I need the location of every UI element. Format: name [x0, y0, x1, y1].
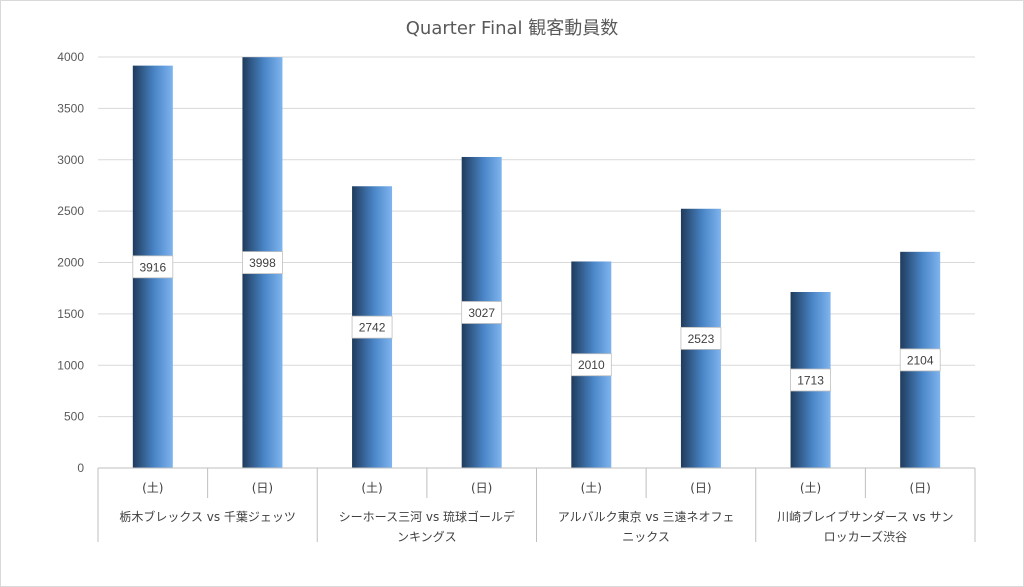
y-tick-label: 2000: [57, 256, 84, 270]
data-label-box: [570, 353, 612, 377]
x-group-label: 栃木ブレックス vs 千葉ジェッツ: [119, 509, 296, 524]
x-day-label: (土): [581, 481, 602, 495]
data-label: 3998: [249, 256, 276, 270]
y-tick-label: 500: [64, 410, 84, 424]
data-label-box: [351, 315, 393, 339]
data-label: 1713: [797, 373, 824, 387]
y-tick-label: 1000: [57, 358, 84, 372]
data-label: 2104: [907, 353, 934, 367]
x-day-label: (土): [361, 481, 382, 495]
x-day-label: (土): [142, 481, 163, 495]
x-group-label: ニックス: [622, 530, 670, 544]
data-label: 2742: [359, 321, 386, 335]
data-label: 2010: [578, 358, 605, 372]
data-label: 3916: [139, 260, 166, 274]
axis-layer: [97, 467, 976, 542]
x-group-label: アルバルク東京 vs 三遠ネオフェ: [558, 510, 735, 524]
label-layer: 0 500 1000 1500 2000 2500 3000 3500 4000 3916 (土) 3…: [57, 50, 953, 544]
data-label-box: [680, 326, 722, 350]
x-group-label: ンキングス: [397, 530, 457, 544]
data-label-box: [899, 348, 941, 372]
data-label-box: [132, 255, 174, 279]
x-day-label: (土): [800, 481, 821, 495]
chart-title: Quarter Final 観客動員数: [405, 18, 619, 39]
data-label-box: [790, 368, 831, 392]
x-group-label: シーホース三河 vs 琉球ゴールデ: [339, 509, 515, 524]
x-day-label: (日): [252, 481, 273, 495]
y-tick-label: 0: [77, 461, 84, 475]
y-tick-label: 3000: [57, 153, 84, 167]
data-label: 3027: [468, 306, 495, 320]
y-tick-label: 1500: [57, 307, 84, 321]
data-label-box: [461, 301, 503, 324]
grid-layer: [98, 56, 975, 469]
x-day-label: (日): [910, 481, 931, 495]
data-label: 2523: [688, 332, 715, 346]
x-day-label: (日): [471, 481, 492, 495]
x-day-label: (日): [690, 481, 711, 495]
data-label-box: [242, 251, 283, 275]
y-tick-label: 4000: [57, 50, 84, 64]
x-group-label: ロッカーズ渋谷: [824, 529, 907, 544]
y-tick-label: 3500: [57, 101, 84, 115]
y-tick-label: 2500: [57, 204, 84, 218]
x-group-label: 川崎ブレイブサンダース vs サン: [777, 509, 953, 524]
